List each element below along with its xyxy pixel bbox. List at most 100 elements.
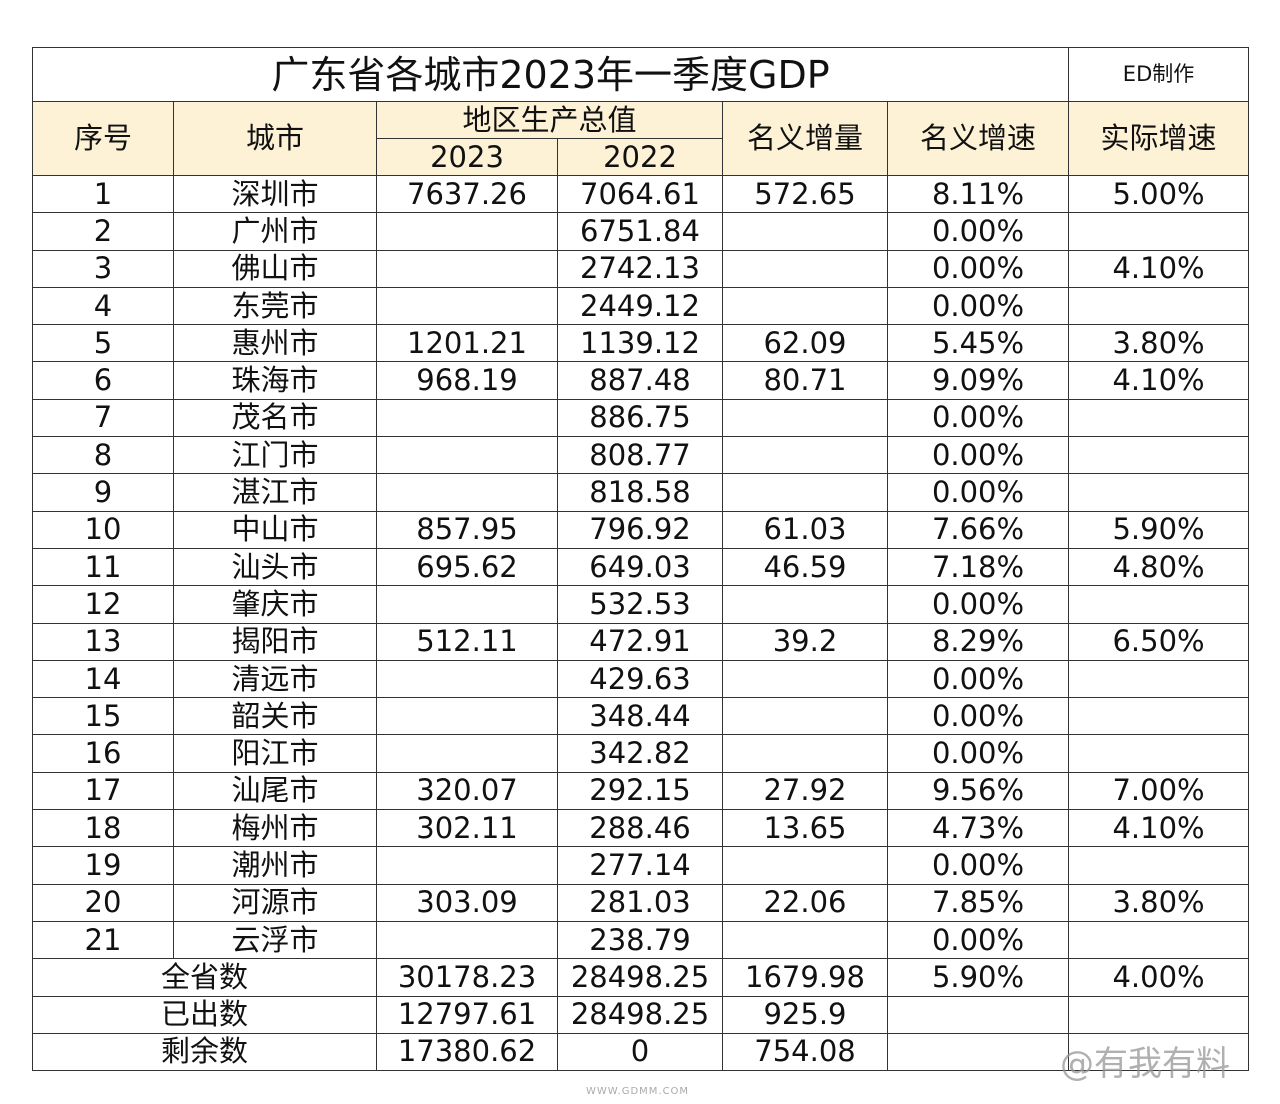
cell: 532.53 (557, 585, 723, 624)
cell: 2742.13 (557, 249, 723, 288)
cell: 8.11% (886, 174, 1070, 214)
cell: 3.80% (1068, 324, 1250, 363)
cell: 9 (32, 473, 174, 512)
cell: 6 (32, 361, 174, 400)
cell (376, 212, 558, 251)
cell (722, 734, 888, 773)
cell: 46.59 (722, 547, 888, 587)
cell (722, 697, 888, 736)
cell: 15 (32, 697, 174, 736)
cell: 1679.98 (722, 958, 888, 997)
cell: 东莞市 (173, 286, 377, 326)
cell (376, 659, 558, 699)
data-row: 15 韶关市 348.44 0.00% (32, 697, 1250, 736)
data-row: 14 清远市 429.63 0.00% (32, 659, 1250, 699)
cell: 20 (32, 883, 174, 922)
cell: 中山市 (173, 510, 377, 549)
cell: 572.65 (722, 174, 888, 214)
cell: 342.82 (557, 734, 723, 773)
header-row: 序号 城市 地区生产总值 名义增量 名义增速 实际增速 (32, 101, 1250, 176)
cell: 5.00% (1068, 174, 1250, 214)
cell: 3.80% (1068, 883, 1250, 922)
cell: 348.44 (557, 697, 723, 736)
cell (722, 212, 888, 251)
cell (1068, 920, 1250, 960)
cell (722, 585, 888, 624)
data-row: 6 珠海市 968.19 887.48 80.71 9.09% 4.10% (32, 361, 1250, 400)
table-body: 广东省各城市2023年一季度GDP ED制作 序号 城市 地区生产总值 名义增量… (31, 47, 1250, 1072)
cell (1068, 585, 1250, 624)
cell: 0.00% (886, 249, 1070, 288)
cell: 808.77 (557, 436, 723, 475)
cell: 7637.26 (376, 174, 558, 214)
data-row: 19 潮州市 277.14 0.00% (32, 846, 1250, 885)
cell: 1139.12 (557, 324, 723, 363)
cell: 1 (32, 174, 174, 214)
logo: WWW.GDMM.COM (586, 1086, 690, 1097)
cell (886, 995, 1070, 1034)
cell: 472.91 (557, 622, 723, 661)
cell: 238.79 (557, 920, 723, 960)
cell (1068, 436, 1250, 475)
cell: 9.09% (886, 361, 1070, 400)
summary-row: 剩余数 17380.62 0 754.08 (32, 1032, 1250, 1072)
cell: 7.18% (886, 547, 1070, 587)
cell (722, 920, 888, 960)
table-title: 广东省各城市2023年一季度GDP (31, 47, 1070, 102)
data-row: 3 佛山市 2742.13 0.00% 4.10% (32, 249, 1250, 288)
maker: ED制作 (1068, 47, 1250, 102)
cell: 珠海市 (173, 361, 377, 400)
cell (1068, 1032, 1250, 1072)
cell: 潮州市 (173, 846, 377, 885)
cell: 18 (32, 809, 174, 848)
cell (376, 585, 558, 624)
cell: 4.10% (1068, 361, 1250, 400)
data-row: 5 惠州市 1201.21 1139.12 62.09 5.45% 3.80% (32, 324, 1250, 363)
cell: 695.62 (376, 547, 558, 587)
header-cell: 名义增速 (886, 101, 1070, 176)
cell: 277.14 (557, 846, 723, 885)
cell: 14 (32, 659, 174, 699)
header-cell: 名义增量 (722, 101, 888, 176)
cell: 5.90% (886, 958, 1070, 997)
summary-label: 已出数 (32, 995, 377, 1034)
cell: 0.00% (886, 697, 1070, 736)
data-row: 11 汕头市 695.62 649.03 46.59 7.18% 4.80% (32, 547, 1250, 587)
cell: 阳江市 (173, 734, 377, 773)
cell: 0.00% (886, 846, 1070, 885)
cell: 17380.62 (376, 1032, 558, 1072)
cell: 揭阳市 (173, 622, 377, 661)
cell (722, 398, 888, 438)
cell: 12797.61 (376, 995, 558, 1034)
cell: 4 (32, 286, 174, 326)
cell (1068, 734, 1250, 773)
cell: 11 (32, 547, 174, 587)
cell: 惠州市 (173, 324, 377, 363)
data-row: 9 湛江市 818.58 0.00% (32, 473, 1250, 512)
cell: 4.00% (1068, 958, 1250, 997)
cell: 62.09 (722, 324, 888, 363)
cell (722, 249, 888, 288)
cell: 886.75 (557, 398, 723, 438)
header-cell: 序号 (32, 101, 174, 176)
cell: 303.09 (376, 883, 558, 922)
cell: 8.29% (886, 622, 1070, 661)
cell (1068, 473, 1250, 512)
cell: 2 (32, 212, 174, 251)
cell: 3 (32, 249, 174, 288)
cell (1068, 398, 1250, 438)
cell: 10 (32, 510, 174, 549)
cell (722, 286, 888, 326)
header-cell: 地区生产总值 (376, 101, 723, 139)
cell: 7 (32, 398, 174, 438)
cell (376, 734, 558, 773)
cell: 云浮市 (173, 920, 377, 960)
cell: 16 (32, 734, 174, 773)
cell (376, 436, 558, 475)
cell (376, 920, 558, 960)
cell: 28498.25 (557, 958, 723, 997)
title-row: 广东省各城市2023年一季度GDP ED制作 (31, 47, 1250, 102)
cell (722, 436, 888, 475)
cell: 887.48 (557, 361, 723, 400)
summary-row: 已出数 12797.61 28498.25 925.9 (32, 995, 1250, 1034)
